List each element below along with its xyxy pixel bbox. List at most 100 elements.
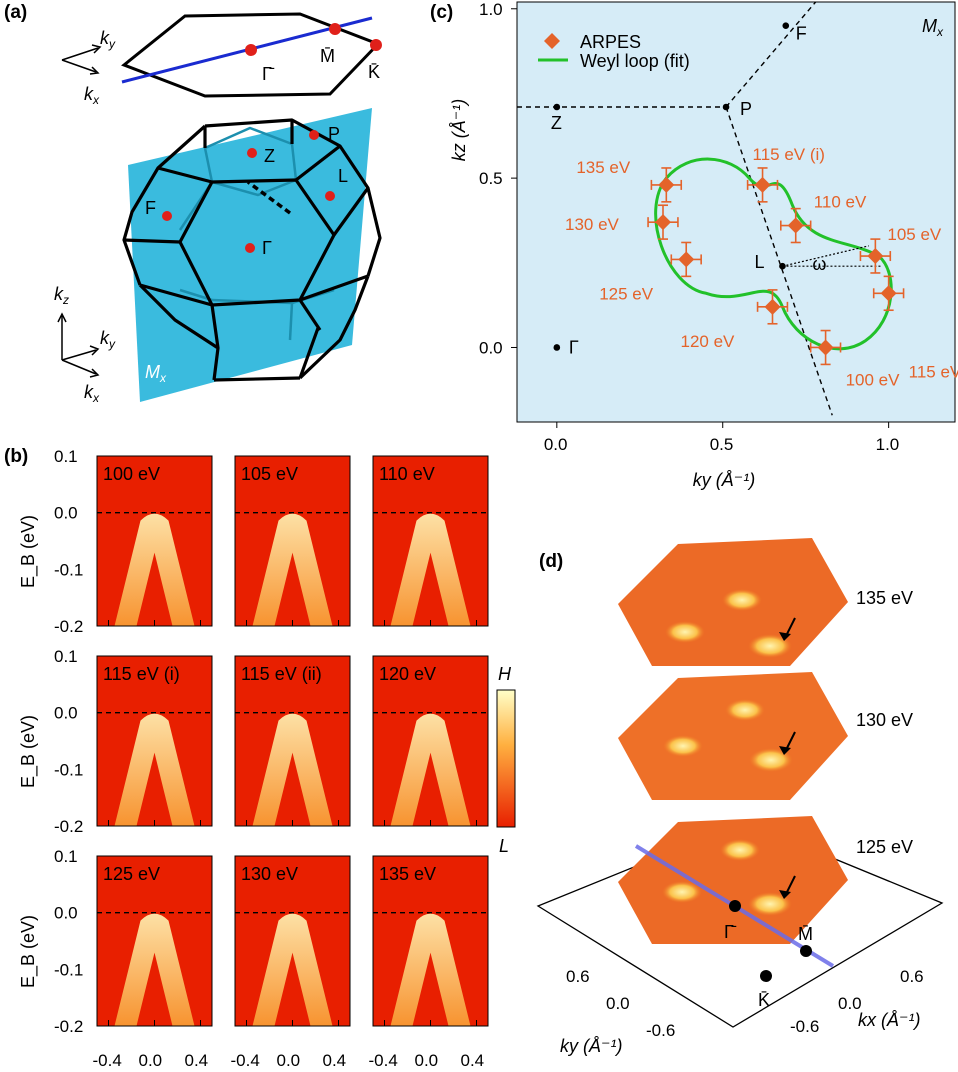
omega-label: ω [812,254,826,274]
yt-2-2: -0.1 [54,960,83,979]
panel-c-label: (c) [430,2,453,23]
arpes-energy-0-1: 105 eV [241,464,298,484]
hs-label-Γ: Γ [569,337,579,357]
chart-c-xlabel: ky (Å⁻¹) [693,470,756,490]
arpes-energy-2-0: 125 eV [103,864,160,884]
xtl-2-2: 0.4 [461,1051,485,1070]
hs-label-Z: Z [551,113,562,133]
arpes-point-6 [867,248,884,265]
arpes-label-7: 100 eV [846,370,901,389]
hs-label-L: L [754,252,764,272]
d-k-bar: K̄ [758,990,770,1010]
hs-point-F [782,22,790,30]
arpes-band-0-2 [390,513,471,626]
axes-icon-bottom [57,312,100,378]
arpes-grid: 0.1 0.0 -0.1 -0.2 E_B (eV) 100 eV 105 eV 110 eV… [18,447,489,1070]
legend-marker-arpes [544,33,560,49]
arpes-point-2 [678,251,695,268]
arpes-energy-1-2: 120 eV [379,664,436,684]
arpes-energy-1-1: 115 eV (ii) [241,664,322,684]
arpes-energy-0-0: 100 eV [103,464,160,484]
arpes-band-2-2 [390,913,471,1026]
d-kx-tick-1: 0.0 [838,994,862,1013]
arpes-label-4: 115 eV (i) [753,145,825,164]
arpes-point-4 [754,176,771,193]
hs-point-Z [553,103,561,111]
surface-brillouin-zone: Γ̄ M̄ K̄ [121,12,382,98]
arpes-energy-0-2: 110 eV [379,464,435,484]
xtl-1-0: -0.4 [231,1051,260,1070]
yt-2-1: 0.0 [54,904,78,923]
yt-0-2: -0.1 [54,560,83,579]
panel-b-ylabel-0: E_B (eV) [18,515,39,588]
arpes-label-2: 125 eV [599,284,654,303]
panel-b-label: (b) [4,446,28,467]
xtl-1-1: 0.0 [277,1051,301,1070]
arpes-band-0-1 [252,513,333,626]
colorbar-high-label: H [498,664,512,684]
arpes-label-8: 115 eV (ii) [909,362,958,381]
arpes-energy-2-1: 130 eV [241,864,298,884]
gamma-bar-label: Γ̄ [262,64,275,84]
chart-c: ω Γ Z P F L 135 eV 130 eV 125 eV 120 eV 115 eV (i)… [449,0,958,490]
xtl-2-0: -0.4 [369,1051,398,1070]
xtl-2-1: 0.0 [415,1051,439,1070]
arpes-band-2-1 [252,913,333,1026]
yt-2-0: 0.1 [54,847,78,866]
fermi-map-125: Γ̄ M̄ K̄ [618,816,848,1010]
yt-2-3: -0.2 [54,1017,83,1036]
hs-label-P: P [740,99,752,119]
x-tick-label-2: 1.0 [876,435,900,454]
legend-label-fit: Weyl loop (fit) [580,51,690,71]
panel-b-ylabel-2: E_B (eV) [18,915,39,988]
hs-point-Γ [553,344,561,351]
d-ky-tick-1: 0.0 [606,994,630,1013]
hs-point-P [722,103,730,111]
z-point-label: Z [264,146,275,166]
l-point-label: L [338,166,348,186]
xtl-0-0: -0.4 [93,1051,122,1070]
chart-c-plot-area [516,1,956,423]
bulk-points: Z P L F Γ [145,124,348,258]
p-point-label: P [328,124,340,144]
y-tick-label-1: 0.5 [479,169,503,188]
d-m-bar: M̄ [798,924,813,944]
xtl-1-2: 0.4 [323,1051,347,1070]
d-ky-tick-2: -0.6 [646,1021,675,1040]
m-bar-label: M̄ [320,46,335,66]
k-bar-label: K̄ [368,62,380,82]
y-tick-label-2: 1.0 [479,0,503,19]
kx-axis-top: kx [84,84,100,107]
yt-1-0: 0.1 [54,647,78,666]
arpes-point-8 [880,285,897,302]
yt-1-3: -0.2 [54,817,83,836]
arpes-point-7 [817,339,834,356]
f-point-label: F [145,198,156,218]
x-tick-label-1: 0.5 [710,435,734,454]
arpes-label-3: 120 eV [681,332,736,351]
kx-axis-bottom: kx [84,382,100,405]
arpes-band-2-0 [114,913,195,1026]
arpes-point-5 [787,217,804,234]
ky-axis-bottom: ky [100,328,116,351]
hs-point-L [779,262,786,270]
fermi-map-130 [618,672,848,800]
panel-d-ticks: 0.6 0.0 -0.6 0.6 0.0 -0.6 ky (Å⁻¹) kx (Å… [560,967,924,1056]
arpes-label-6: 105 eV [887,225,942,244]
d-energy-125: 125 eV [856,837,913,857]
d-energy-130: 130 eV [856,710,913,730]
d-ky-axis-label: ky (Å⁻¹) [560,1036,623,1056]
d-gamma-bar: Γ̄ [724,922,737,942]
kz-axis-bottom: kz [54,284,69,307]
arpes-point-1 [655,214,671,231]
d-kx-axis-label: kx (Å⁻¹) [858,1010,921,1030]
arpes-band-0-0 [114,513,195,626]
y-tick-label-0: 0.0 [479,338,503,357]
yt-0-3: -0.2 [54,617,83,636]
fermi-map-135 [618,538,848,666]
d-kx-tick-2: -0.6 [790,1017,819,1036]
ky-axis-top: ky [100,28,116,51]
arpes-label-0: 135 eV [576,158,631,177]
x-tick-label-0: 0.0 [544,435,568,454]
